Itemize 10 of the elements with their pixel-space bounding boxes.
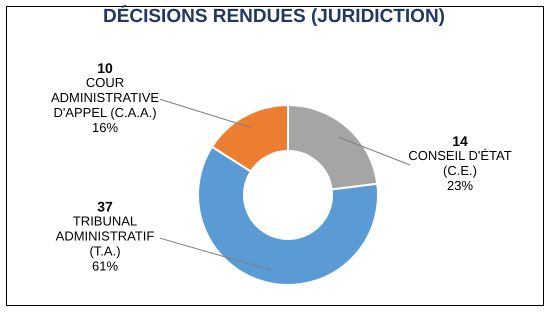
slice-label: CONSEIL D'ÉTAT (C.E.) — [408, 148, 512, 178]
slice-label: TRIBUNAL ADMINISTRATIF (T.A.) — [56, 214, 154, 259]
text: 37 — [97, 198, 113, 215]
data-label: 16% — [92, 120, 118, 135]
text: 10 — [97, 60, 113, 76]
slice-label: COUR ADMINISTRATIVE D'APPEL (C.A.A.) — [50, 74, 160, 120]
chart-title: DÉCISIONS RENDUES (JURIDICTION) — [102, 4, 446, 27]
text: 14 — [452, 132, 468, 149]
data-label: 23% — [446, 178, 474, 193]
data-label: 61% — [92, 258, 118, 274]
